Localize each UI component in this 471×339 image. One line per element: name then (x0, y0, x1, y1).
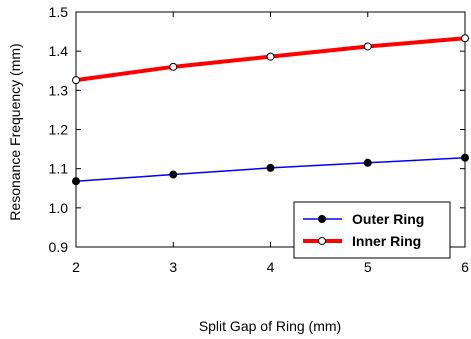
data-point-outer-ring (72, 177, 80, 186)
data-point-inner-ring (72, 76, 80, 85)
x-tick-label: 2 (72, 259, 80, 275)
data-point-outer-ring (169, 170, 178, 179)
y-tick-label: 1.1 (49, 161, 69, 177)
y-axis-title: Resonance Frequency (mm) (7, 43, 23, 220)
legend-marker-inner-ring (318, 237, 326, 245)
y-tick-label: 0.9 (49, 239, 69, 255)
data-point-inner-ring (461, 34, 469, 43)
data-point-inner-ring (266, 52, 275, 61)
x-tick-label: 4 (267, 259, 275, 275)
x-tick-label: 5 (364, 259, 372, 275)
data-point-inner-ring (363, 42, 372, 51)
data-point-inner-ring (169, 62, 178, 71)
x-tick-label: 6 (461, 259, 469, 275)
x-tick-label: 3 (169, 259, 177, 275)
legend-box (293, 201, 451, 259)
x-axis-title: Split Gap of Ring (mm) (199, 318, 341, 334)
data-point-outer-ring (363, 158, 372, 167)
tick-marks: 2 3 4 5 6 0.9 1.0 1.1 1.2 1.3 1.4 1.5 (49, 4, 470, 275)
series-layer (72, 34, 469, 186)
legend-label-inner-ring: Inner Ring (352, 233, 421, 249)
y-tick-label: 1.0 (49, 200, 69, 216)
y-tick-label: 1.4 (49, 43, 69, 59)
legend: Outer Ring Inner Ring (293, 201, 451, 259)
legend-label-outer-ring: Outer Ring (352, 211, 424, 227)
data-point-outer-ring (461, 153, 469, 162)
y-tick-label: 1.3 (49, 82, 69, 98)
y-tick-label: 1.5 (49, 4, 69, 20)
legend-marker-outer-ring (318, 215, 326, 223)
data-point-outer-ring (266, 163, 275, 172)
y-tick-label: 1.2 (49, 122, 69, 138)
